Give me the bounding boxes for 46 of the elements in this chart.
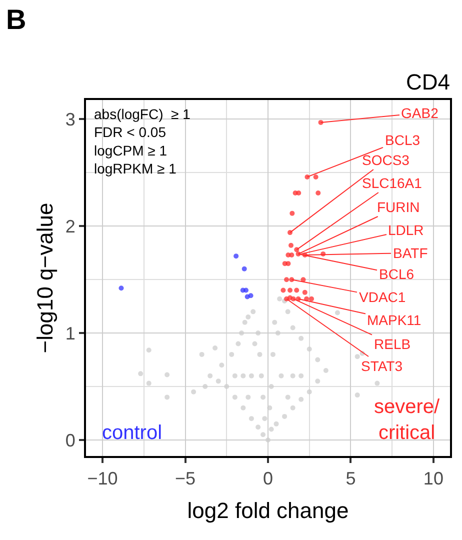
x-tick-label: 0 [262, 468, 274, 489]
point [286, 261, 291, 266]
y-tick-label: 0 [65, 430, 76, 450]
annotation: BCL6 [379, 266, 414, 282]
point [248, 293, 254, 298]
point [289, 252, 294, 258]
point [288, 288, 293, 293]
annotation: FURIN [377, 199, 420, 215]
text: B [6, 4, 26, 35]
annotation: control [102, 422, 162, 444]
chart-title: CD4 [406, 69, 450, 94]
y-tick-label: 2 [65, 216, 76, 236]
annotation: severe/ critical [374, 396, 440, 444]
point [288, 242, 294, 248]
annotation: BCL3 [385, 132, 420, 148]
point [296, 190, 302, 196]
annotation: BATF [393, 245, 428, 261]
annotation: RELB [374, 336, 411, 352]
annotation: SLC16A1 [362, 175, 422, 191]
x-tick-label: 5 [346, 468, 356, 489]
point [290, 210, 295, 216]
annotation: SOCS3 [362, 152, 410, 168]
x-tick-label: −10 [87, 468, 118, 489]
annotation: abs(logFC) ≥ 1 FDR < 0.05 logCPM ≥ 1 logRPKM ≥ 1 [94, 106, 191, 177]
annotation: STAT3 [361, 358, 403, 374]
point [316, 190, 321, 196]
point [242, 266, 247, 272]
point [234, 254, 239, 259]
annotation: VDAC1 [359, 289, 406, 305]
x-tick-label: −5 [175, 468, 196, 489]
point [302, 290, 308, 295]
y-tick-label: 1 [65, 323, 76, 344]
y-tick-label: 3 [65, 110, 76, 130]
point [280, 288, 286, 293]
point [284, 277, 290, 282]
point [313, 174, 318, 180]
x-tick-label: 10 [423, 468, 444, 489]
x-axis-title: log2 fold change [187, 498, 349, 523]
annotation: MAPK11 [367, 312, 422, 328]
point [243, 288, 248, 293]
point [118, 286, 124, 291]
annotation: GAB2 [401, 105, 439, 121]
point [309, 296, 314, 302]
point [294, 288, 300, 293]
annotation: LDLR [388, 222, 424, 238]
y-axis-title: −log10 q−value [32, 202, 58, 354]
